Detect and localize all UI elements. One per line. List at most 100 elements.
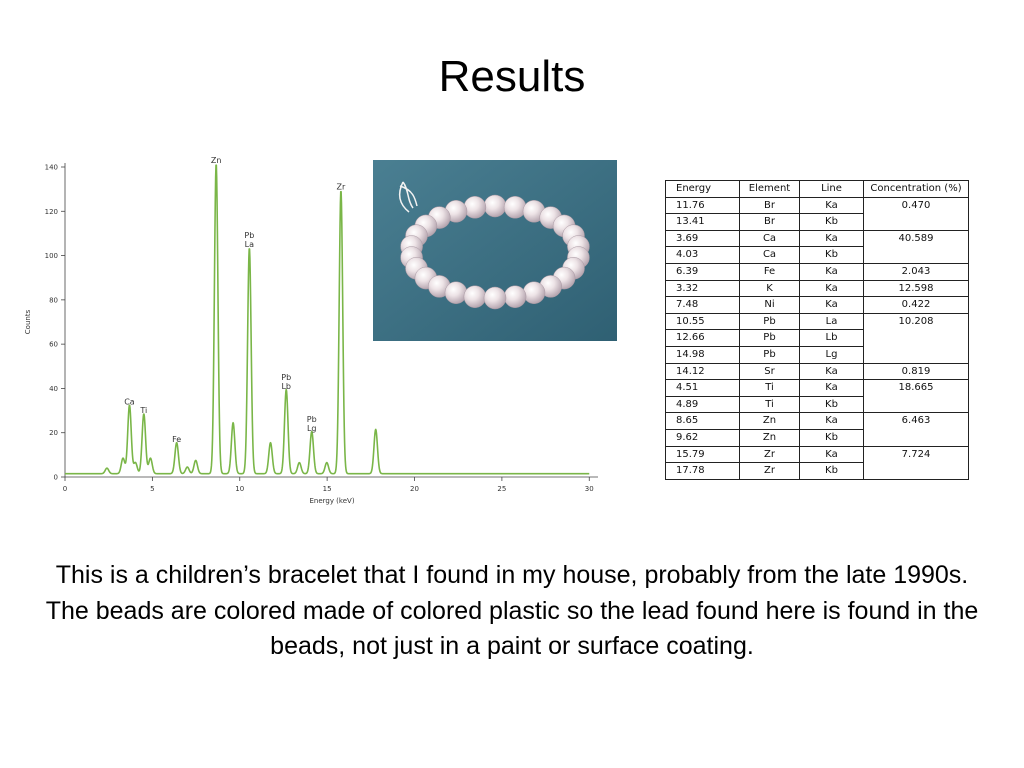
x-tick-label: 20 (410, 485, 419, 493)
element-cell: Pb (739, 345, 800, 364)
energy-cell: 14.12 (665, 362, 740, 381)
table-row: 14.98 Pb Lg (665, 345, 969, 364)
x-axis: 0 5 10 15 20 25 30 (63, 476, 598, 493)
table-row: 10.55 Pb La 10.208 (665, 312, 969, 364)
table-row: 9.62 Zn Kb (665, 428, 969, 447)
peak-labels: Zn Pb La Zr Pb Lb Ca Ti Fe Pb Lg (124, 156, 346, 444)
concentration-cell: 10.208 (863, 312, 969, 364)
energy-cell: 15.79 (665, 445, 740, 464)
peak-label: Zn (211, 156, 222, 165)
peak-label: Zr (337, 183, 346, 192)
slide-title: Results (438, 52, 586, 101)
element-cell: Pb (739, 312, 800, 331)
energy-cell: 9.62 (665, 428, 740, 447)
element-cell: Br (739, 196, 800, 215)
results-table: Energy Element Line Concentration (%) 11… (665, 180, 969, 480)
x-tick-label: 0 (63, 485, 67, 493)
bead-ring (400, 194, 590, 310)
energy-cell: 13.41 (665, 213, 740, 231)
table-row: 17.78 Zr Kb (665, 462, 969, 480)
peak-label: Pb Lg (307, 415, 317, 433)
peak-label: Pb La (244, 231, 254, 249)
peak-label: Ca (124, 397, 135, 406)
header-energy: Energy (665, 180, 740, 198)
table-row: 15.79 Zr Ka 7.724 (665, 445, 969, 480)
energy-cell: 4.03 (665, 246, 740, 264)
bead (463, 196, 487, 219)
energy-cell: 7.48 (665, 296, 740, 314)
line-cell: Ka (799, 279, 864, 298)
element-cell: Zn (739, 428, 800, 447)
table-row: 11.76 Br Ka 0.470 (665, 196, 969, 231)
peak-label: Pb Lb (281, 373, 291, 391)
element-cell: Ti (739, 395, 800, 414)
y-axis: 0 20 40 60 80 100 120 140 (45, 163, 66, 482)
line-cell: Ka (799, 412, 864, 430)
concentration-cell: 12.598 (863, 279, 969, 298)
results-table-container: Energy Element Line Concentration (%) 11… (665, 180, 969, 480)
header-line: Line (799, 180, 864, 198)
energy-cell: 4.89 (665, 395, 740, 414)
line-cell: Ka (799, 379, 864, 397)
concentration-cell: 0.470 (863, 196, 969, 231)
energy-cell: 10.55 (665, 312, 740, 331)
element-cell: Zr (739, 462, 800, 480)
element-cell: Zn (739, 412, 800, 430)
energy-cell: 12.66 (665, 329, 740, 347)
bead (483, 286, 507, 310)
bead (503, 285, 527, 308)
y-tick-label: 120 (45, 208, 58, 216)
line-cell: Ka (799, 296, 864, 314)
energy-cell: 3.69 (665, 229, 740, 248)
x-tick-label: 15 (323, 485, 332, 493)
energy-cell: 4.51 (665, 379, 740, 397)
concentration-cell: 40.589 (863, 229, 969, 264)
line-cell: Lg (799, 345, 864, 364)
header-concentration: Concentration (%) (863, 180, 969, 198)
x-tick-label: 30 (585, 485, 594, 493)
element-cell: Zr (739, 445, 800, 464)
peak-markers (107, 167, 376, 472)
energy-cell: 17.78 (665, 462, 740, 480)
energy-cell: 3.32 (665, 279, 740, 298)
concentration-cell: 7.724 (863, 445, 969, 480)
y-tick-label: 0 (54, 474, 58, 482)
bead (483, 194, 507, 218)
y-tick-label: 80 (49, 296, 58, 304)
table-row: 3.32 K Ka 12.598 (665, 279, 969, 298)
peak-label: Fe (172, 435, 181, 444)
xrf-spectrum-chart: 0 20 40 60 80 100 120 140 0 5 10 15 20 25 30 Counts E… (24, 156, 598, 505)
element-cell: Fe (739, 262, 800, 281)
element-cell: Sr (739, 362, 800, 381)
bead (463, 285, 487, 308)
line-cell: Kb (799, 246, 864, 264)
element-cell: Ca (739, 246, 800, 264)
y-tick-label: 100 (45, 252, 58, 260)
bracelet-photo (373, 160, 617, 341)
concentration-cell: 6.463 (863, 412, 969, 447)
spectrum-line (64, 164, 590, 475)
energy-cell: 8.65 (665, 412, 740, 430)
y-axis-label: Counts (24, 309, 32, 334)
table-row: 4.51 Ti Ka 18.665 (665, 379, 969, 414)
concentration-cell: 18.665 (863, 379, 969, 414)
line-cell: Lb (799, 329, 864, 347)
bead (503, 196, 527, 219)
line-cell: Kb (799, 213, 864, 231)
y-tick-label: 140 (45, 164, 58, 172)
x-axis-label: Energy (keV) (309, 497, 354, 505)
slide-caption: This is a children’s bracelet that I fou… (45, 561, 979, 660)
x-tick-label: 5 (150, 485, 154, 493)
element-cell: K (739, 279, 800, 298)
line-cell: Kb (799, 428, 864, 447)
bead (522, 281, 546, 304)
element-cell: Br (739, 213, 800, 231)
concentration-cell: 2.043 (863, 262, 969, 281)
table-row: 6.39 Fe Ka 2.043 (665, 262, 969, 281)
element-cell: Ca (739, 229, 800, 248)
table-row: 3.69 Ca Ka 40.589 (665, 229, 969, 264)
x-tick-label: 25 (497, 485, 506, 493)
line-cell: Kb (799, 395, 864, 414)
element-cell: Pb (739, 329, 800, 347)
y-tick-label: 20 (49, 429, 58, 437)
